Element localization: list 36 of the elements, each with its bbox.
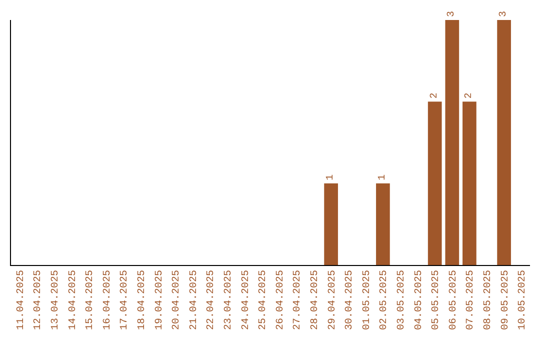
x-tick-label: 01.05.2025 <box>362 270 373 330</box>
x-tick-label: 13.04.2025 <box>50 270 62 330</box>
x-tick-label: 28.04.2025 <box>310 270 321 330</box>
x-tick-label: 20.04.2025 <box>172 270 183 330</box>
x-tick-label: 07.05.2025 <box>466 270 477 330</box>
x-tick-label: 03.05.2025 <box>396 270 408 330</box>
x-tick-label: 19.04.2025 <box>154 270 166 330</box>
x-tick-label: 10.05.2025 <box>518 270 529 330</box>
x-tick-label: 30.04.2025 <box>344 270 356 330</box>
x-tick-label: 08.05.2025 <box>483 270 494 330</box>
x-tick-label: 04.05.2025 <box>414 270 425 330</box>
x-tick-label: 24.04.2025 <box>240 270 252 330</box>
x-tick-label: 23.04.2025 <box>224 270 234 330</box>
x-tick-label: 14.04.2025 <box>68 270 79 330</box>
x-tick-label: 22.04.2025 <box>206 270 218 330</box>
x-tick-label: 11.04.2025 <box>16 270 27 330</box>
x-tick-label: 02.05.2025 <box>379 270 390 330</box>
x-tick-label: 17.04.2025 <box>120 270 131 330</box>
x-tick-label: 21.04.2025 <box>188 270 200 330</box>
x-tick-label: 05.05.2025 <box>431 270 442 330</box>
x-tick-label: 16.04.2025 <box>102 270 114 330</box>
data-label: 1 <box>377 174 388 180</box>
data-label: 1 <box>326 174 337 180</box>
x-tick-label: 06.05.2025 <box>448 270 460 330</box>
x-tick-label: 25.04.2025 <box>258 270 270 330</box>
x-tick-label: 27.04.2025 <box>292 270 304 330</box>
x-tick-label: 09.05.2025 <box>500 270 512 330</box>
data-label: 2 <box>429 92 440 99</box>
x-tick-label: 29.04.2025 <box>327 270 338 330</box>
data-label: 3 <box>446 10 458 17</box>
x-tick-label: 26.04.2025 <box>275 270 286 330</box>
data-label: 3 <box>498 10 510 17</box>
x-tick-label: 18.04.2025 <box>137 270 148 330</box>
data-label: 2 <box>464 92 475 99</box>
x-tick-label: 15.04.2025 <box>85 270 96 330</box>
x-tick-label: 12.04.2025 <box>33 270 44 330</box>
